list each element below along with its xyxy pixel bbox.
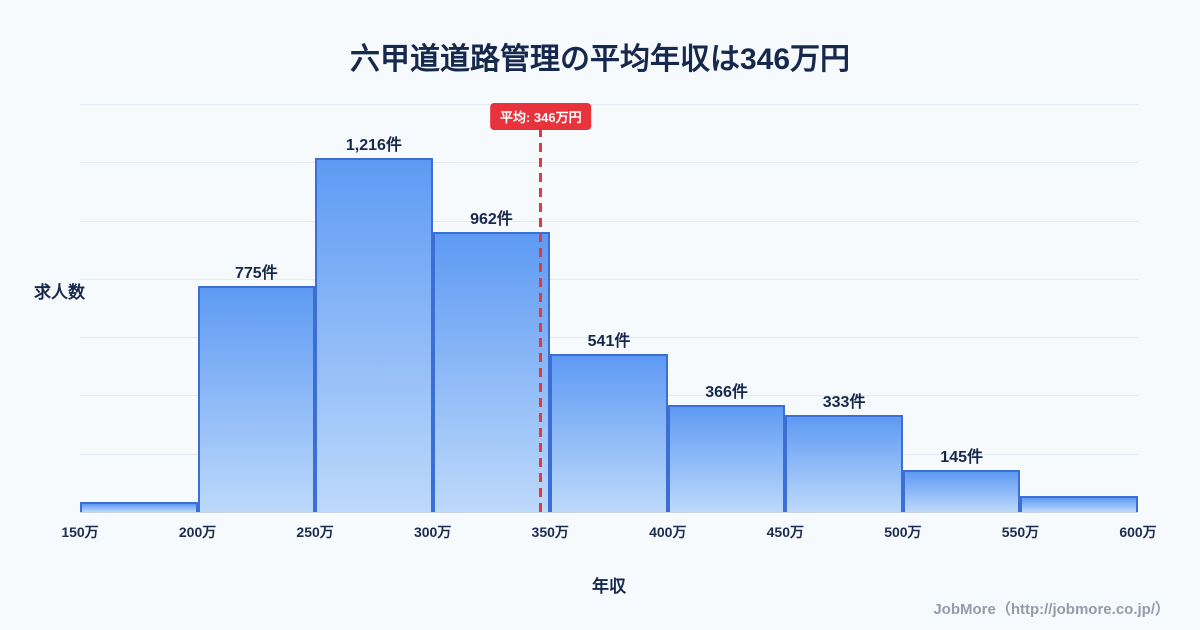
histogram-bar <box>197 286 316 512</box>
x-tick-label: 150万 <box>61 524 99 540</box>
x-tick-label: 300万 <box>413 524 452 540</box>
y-axis-label: 求人数 <box>34 283 85 302</box>
average-line <box>539 128 543 512</box>
histogram-bar <box>550 354 668 512</box>
histogram-bar <box>902 469 1021 512</box>
histogram-bar <box>80 501 198 512</box>
bar-value-label: 1,216件 <box>345 136 402 154</box>
histogram-bar <box>785 414 903 512</box>
x-tick-label: 250万 <box>296 524 334 540</box>
bar-value-label: 333件 <box>822 393 866 411</box>
gridline <box>80 220 1138 222</box>
x-axis-label: 年収 <box>592 577 626 596</box>
gridline <box>80 337 1138 339</box>
bar-value-label: 775件 <box>234 265 278 283</box>
x-tick-label: 500万 <box>884 524 922 540</box>
x-axis-line <box>80 512 1138 513</box>
chart-title: 六甲道道路管理の平均年収は346万円 <box>349 43 851 76</box>
average-badge: 平均: 346万円 <box>489 103 592 130</box>
bar-value-label: 541件 <box>587 333 631 351</box>
x-tick-label: 350万 <box>531 524 569 540</box>
bar-value-label: 366件 <box>705 384 748 402</box>
bar-value-label: 962件 <box>470 210 513 228</box>
x-tick-label: 550万 <box>1001 524 1040 540</box>
histogram-bar <box>667 405 786 512</box>
bar-value-label: 145件 <box>940 448 983 466</box>
histogram-bar <box>432 231 551 512</box>
gridline <box>80 278 1138 280</box>
gridline <box>80 104 1138 105</box>
gridline <box>80 162 1138 164</box>
histogram-bar <box>1020 495 1138 512</box>
histogram-bar <box>315 157 433 512</box>
plot-area: 775件 1,216件 962件 541件 366件 333件 145件 <box>80 104 1138 512</box>
x-tick-label: 400万 <box>649 524 687 540</box>
footer-credit: JobMore（http://jobmore.co.jp/） <box>933 601 1170 618</box>
x-tick-label: 200万 <box>178 524 217 540</box>
x-tick-label: 600万 <box>1119 524 1157 540</box>
x-tick-label: 450万 <box>766 524 805 540</box>
